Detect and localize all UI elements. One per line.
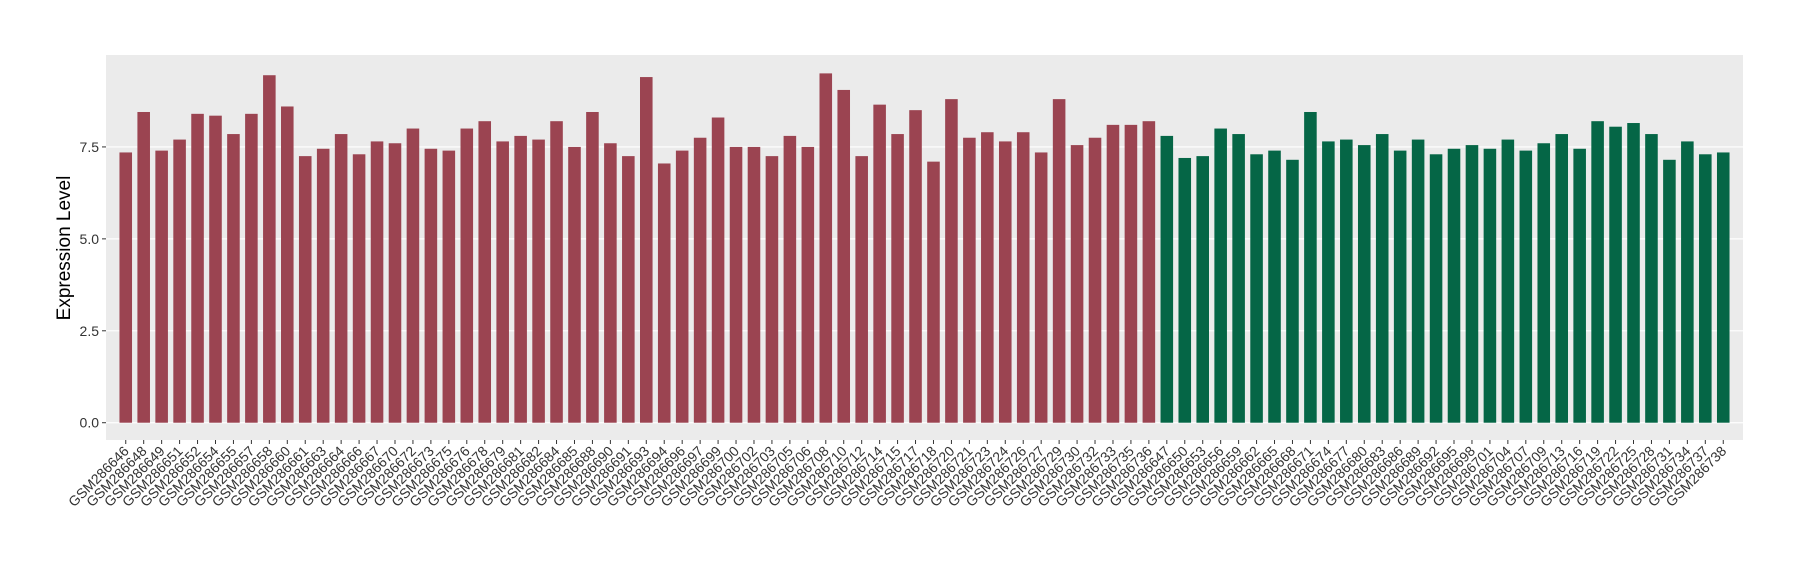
bar [1250,154,1263,423]
bar [155,150,168,423]
bar [281,106,294,423]
bar [711,117,725,423]
bar [639,77,653,423]
bar [765,156,779,423]
y-tick-label: 0.0 [80,415,100,431]
bar [1052,99,1066,423]
bar [657,163,671,423]
bar [1322,141,1335,423]
bar [1627,123,1640,423]
bar [1106,124,1120,423]
bar [963,137,976,423]
bar [1268,150,1281,423]
bar [568,146,581,423]
bar [855,156,868,423]
bar [352,154,366,423]
bar [604,143,617,423]
bar [1681,141,1694,423]
bar [693,137,707,423]
bar [496,141,509,423]
bar [1716,152,1730,423]
bar [1286,159,1299,423]
y-tick-label: 7.5 [80,139,100,155]
bar [1393,150,1407,423]
bar [191,113,204,423]
bar [891,134,904,423]
bar [1537,143,1551,423]
bar [998,141,1012,423]
bar [1465,145,1479,423]
bar [909,110,922,423]
bar [514,135,527,423]
bar [729,146,743,423]
bar [1483,148,1497,423]
bar [1591,121,1604,423]
bar [1447,148,1461,423]
bar [1034,152,1048,423]
bar [1573,148,1586,423]
y-tick-label: 5.0 [80,231,100,247]
bar [460,128,474,423]
bar [298,156,312,423]
bar [1357,145,1371,423]
bar [1178,157,1192,423]
bar [1519,150,1533,423]
bar [478,121,492,423]
bar [783,135,797,423]
bar [1070,145,1084,423]
bar [334,134,348,423]
bar [1663,159,1676,423]
bar [927,161,940,423]
bar [747,146,761,423]
bar [1088,137,1102,423]
bar [119,152,133,423]
bar [873,104,886,423]
bar [209,115,222,423]
bar [1214,128,1227,423]
y-tick-label: 2.5 [80,323,100,339]
bar [1645,134,1658,423]
bar [1375,134,1389,423]
bar [675,150,689,423]
bar [1124,124,1138,423]
bar [388,143,402,423]
bar [1411,139,1425,423]
bar [245,113,258,423]
bar [316,148,330,423]
bar [1304,111,1317,423]
bar [1232,134,1245,423]
bar [801,146,815,423]
bar [819,73,833,423]
bar [263,75,276,423]
bar [1429,154,1443,423]
bar [1142,121,1156,423]
bar [1340,139,1353,423]
bar [1160,135,1174,423]
plot-background [106,55,1743,440]
bar [370,141,384,423]
bar [1699,154,1712,423]
bar [1016,132,1030,423]
bar [1501,139,1515,423]
bar [981,132,994,423]
bar [442,150,456,423]
bar [622,156,635,423]
bar [1196,156,1210,423]
bar [173,139,186,423]
bar [1555,134,1568,423]
bar [406,128,420,423]
bar [837,89,851,423]
bar [550,121,563,423]
y-axis-title: Expression Level [54,176,75,321]
bar [945,99,958,423]
bar [137,111,150,423]
bar [424,148,438,423]
bar [1609,126,1622,423]
bar [227,134,240,423]
bar [586,111,599,423]
bar [532,139,545,423]
